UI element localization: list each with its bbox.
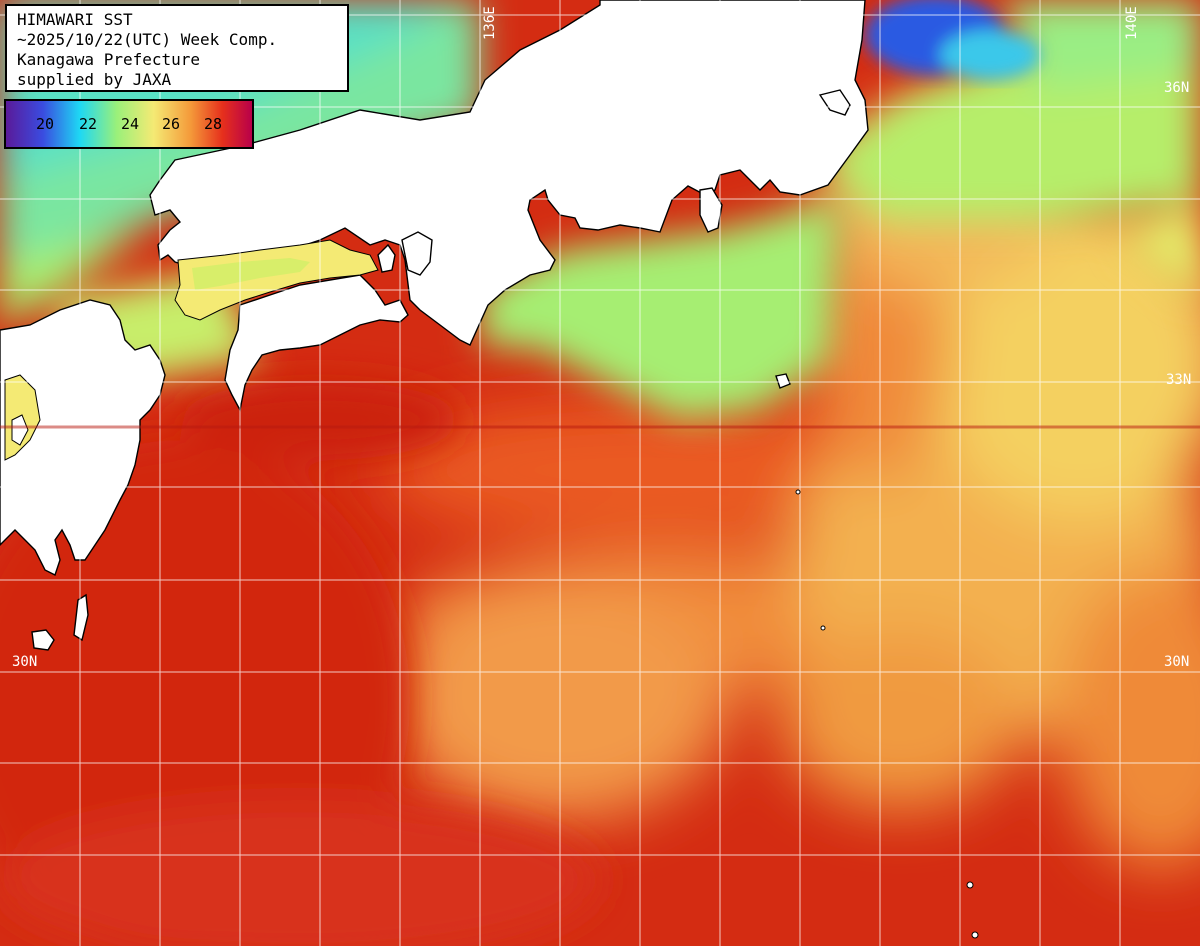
lat-label-30n-right: 30N — [1164, 654, 1190, 670]
awaji-island — [377, 243, 396, 273]
land-masses — [0, 0, 869, 651]
map-title: HIMAWARI SST — [17, 10, 133, 29]
legend-tick-26: 26 — [162, 115, 181, 133]
legend-colorbar — [6, 101, 252, 147]
seto-inland-sea — [174, 239, 379, 321]
kii-peninsula-tip — [401, 231, 433, 276]
legend-tick-24: 24 — [121, 115, 140, 133]
kyushu — [0, 299, 166, 576]
yakushima — [31, 629, 55, 651]
lon-label-140e: 140E — [1124, 6, 1140, 40]
small-islands — [795, 489, 979, 939]
map-source: supplied by JAXA — [17, 70, 172, 89]
lat-label-36n-right: 36N — [1164, 80, 1190, 96]
lon-label-136e: 136E — [482, 6, 498, 40]
lat-label-33n-right: 33N — [1166, 372, 1192, 388]
legend-tick-22: 22 — [79, 115, 98, 133]
legend-tick-28: 28 — [204, 115, 223, 133]
map-info-box: HIMAWARI SST ~2025/10/22(UTC) Week Comp.… — [5, 4, 349, 92]
temperature-legend: 20 22 24 26 28 — [4, 99, 254, 149]
oshima — [775, 373, 791, 389]
tanegashima — [73, 593, 89, 642]
map-date: ~2025/10/22(UTC) Week Comp. — [17, 30, 278, 49]
map-region: Kanagawa Prefecture — [17, 50, 201, 69]
amakusa-islands — [11, 414, 29, 446]
sst-warm-core — [0, 380, 600, 946]
legend-tick-20: 20 — [36, 115, 55, 133]
lat-label-30n-left: 30N — [12, 654, 38, 670]
cold-kuroshio-north — [865, 0, 1040, 80]
